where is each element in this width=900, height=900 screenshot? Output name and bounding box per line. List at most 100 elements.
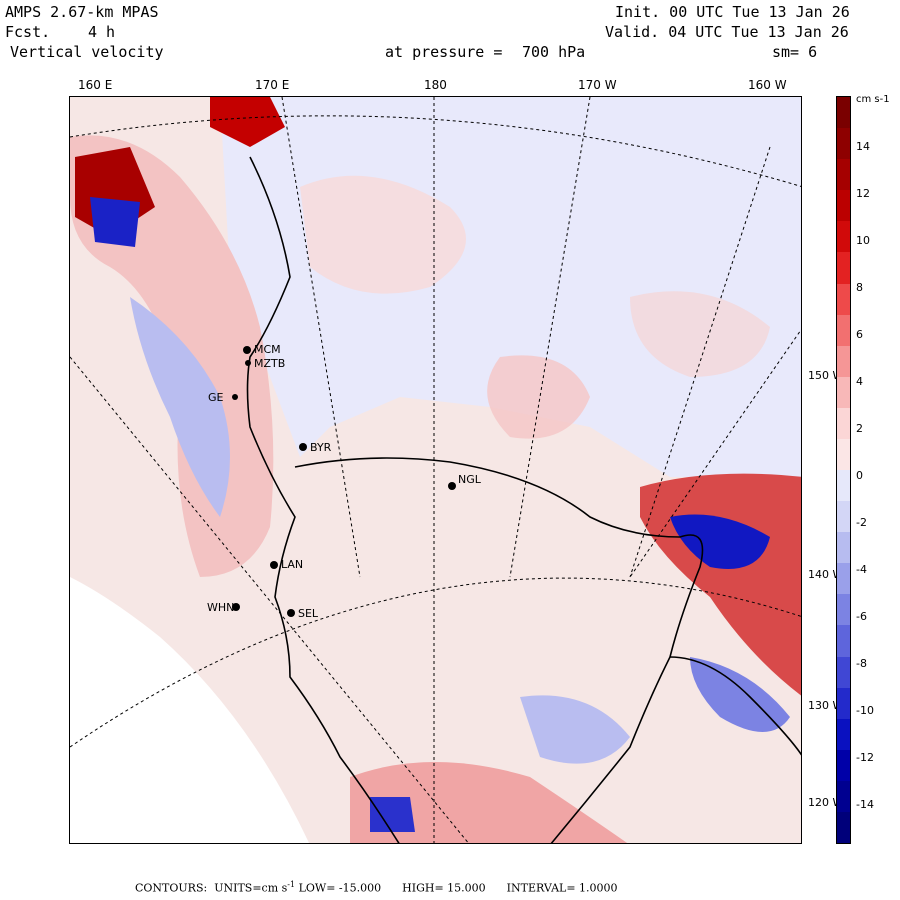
station-whn[interactable]: WHN: [207, 601, 240, 614]
station-label-ge: GE: [208, 391, 224, 404]
station-label-byr: BYR: [310, 441, 332, 454]
lon-label-150w: 150 W: [808, 369, 844, 382]
lon-label-130w: 130 W: [808, 699, 844, 712]
lon-label-170w: 170 W: [578, 78, 617, 92]
colorbar-segment: [837, 97, 850, 129]
south-coast-descent: [370, 797, 415, 832]
lon-label-160e: 160 E: [78, 78, 113, 92]
colorbar-tick-label: -14: [856, 798, 874, 811]
contour-interval: INTERVAL= 1.0000: [506, 881, 618, 895]
colorbar: [836, 96, 851, 844]
contour-high: HIGH= 15.000: [402, 881, 486, 895]
colorbar-tick-label: 4: [856, 375, 863, 388]
map-panel: MCM MZTB GE BYR NGL LAN WHN SEL: [69, 96, 802, 844]
colorbar-segment: [837, 252, 850, 284]
valid-time: Valid. 04 UTC Tue 13 Jan 26: [605, 23, 849, 41]
station-label-mcm: MCM: [254, 343, 281, 356]
contour-info: CONTOURS: UNITS=cm s-1 LOW= -15.000 HIGH…: [135, 880, 618, 895]
colorbar-tick-label: -8: [856, 657, 867, 670]
weak-ascent-band-3: [630, 291, 770, 377]
colorbar-segment: [837, 749, 850, 782]
station-mztb[interactable]: MZTB: [245, 357, 285, 370]
weak-ascent-band-2: [487, 355, 590, 439]
colorbar-tick-label: -6: [856, 610, 867, 623]
colorbar-segment: [837, 470, 850, 502]
init-time: Init. 00 UTC Tue 13 Jan 26: [615, 3, 850, 21]
colorbar-tick-label: 14: [856, 140, 870, 153]
colorbar-segment: [837, 501, 850, 533]
station-mcm[interactable]: MCM: [243, 343, 281, 356]
station-label-sel: SEL: [298, 607, 319, 620]
weak-ascent-band-1: [300, 175, 466, 294]
colorbar-segment: [837, 438, 850, 471]
lon-label-180: 180: [424, 78, 447, 92]
field-name: Vertical velocity: [10, 43, 164, 61]
station-sel[interactable]: SEL: [287, 607, 319, 620]
colorbar-segment: [837, 780, 850, 813]
colorbar-segment: [837, 376, 850, 409]
colorbar-segment: [837, 563, 850, 595]
colorbar-tick-label: 10: [856, 234, 870, 247]
lon-label-160w: 160 W: [748, 78, 787, 92]
colorbar-segment: [837, 594, 850, 626]
colorbar-segment: [837, 345, 850, 378]
forecast-hour: 4 h: [88, 23, 116, 41]
strong-descent-nw: [90, 197, 140, 247]
colorbar-tick-label: 8: [856, 281, 863, 294]
colorbar-segment: [837, 283, 850, 316]
contours-label: CONTOURS:: [135, 881, 208, 895]
pressure-label: at pressure =: [385, 43, 503, 61]
station-label-ngl: NGL: [458, 473, 482, 486]
colorbar-segment: [837, 190, 850, 222]
south-coast-activity: [350, 762, 628, 843]
colorbar-segment: [837, 314, 850, 347]
station-ngl[interactable]: NGL: [448, 473, 482, 490]
units-exponent: -1: [287, 880, 296, 889]
stations: MCM MZTB GE BYR NGL LAN WHN SEL: [207, 343, 482, 620]
south-descent-patch: [520, 695, 630, 764]
lon-label-120w: 120 W: [808, 796, 844, 809]
colorbar-segment: [837, 656, 850, 689]
colorbar-segment: [837, 718, 850, 751]
model-title: AMPS 2.67-km MPAS: [5, 3, 159, 21]
pressure-value: 700 hPa: [522, 43, 586, 61]
transantarctic-descent: [130, 297, 230, 517]
colorbar-tick-label: 0: [856, 469, 863, 482]
forecast-label: Fcst.: [5, 23, 51, 41]
colorbar-segment: [837, 159, 850, 191]
colorbar-tick-label: -10: [856, 704, 874, 717]
colorbar-tick-label: -2: [856, 516, 867, 529]
colorbar-segment: [837, 811, 850, 844]
colorbar-tick-label: 6: [856, 328, 863, 341]
colorbar-segment: [837, 128, 850, 160]
station-label-whn: WHN: [207, 601, 234, 614]
colorbar-tick-label: -4: [856, 563, 867, 576]
coastline-west: [246, 156, 400, 843]
no-data-region: [70, 577, 310, 843]
colorbar-segment: [837, 532, 850, 564]
strong-descent-east: [670, 514, 770, 569]
lon-label-140w: 140 W: [808, 568, 844, 581]
lat-circle-outer: [70, 115, 801, 187]
coastline: [246, 156, 801, 843]
strong-ascent-north: [210, 97, 285, 147]
station-lan[interactable]: LAN: [270, 558, 303, 571]
contour-low: LOW= -15.000: [298, 881, 382, 895]
colorbar-segment: [837, 625, 850, 657]
lon-label-170e: 170 E: [255, 78, 290, 92]
colorbar-tick-label: -12: [856, 751, 874, 764]
colorbar-segment: [837, 221, 850, 253]
units-label: UNITS=cm s: [214, 881, 288, 895]
colorbar-tick-label: 2: [856, 422, 863, 435]
vertical-velocity-map: MCM MZTB GE BYR NGL LAN WHN SEL: [70, 97, 801, 843]
station-ge[interactable]: GE: [208, 391, 238, 404]
colorbar-tick-label: 12: [856, 187, 870, 200]
colorbar-segment: [837, 687, 850, 720]
station-label-mztb: MZTB: [254, 357, 285, 370]
station-byr[interactable]: BYR: [299, 441, 332, 454]
station-label-lan: LAN: [281, 558, 303, 571]
colorbar-segment: [837, 407, 850, 440]
coastline-east: [669, 656, 801, 756]
ice-shelf-front: [294, 457, 704, 843]
colorbar-unit: cm s-1: [856, 94, 890, 105]
